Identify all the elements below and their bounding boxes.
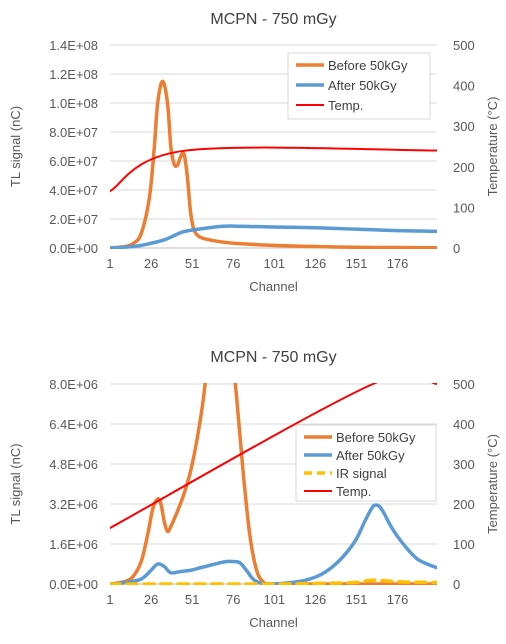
y-tick-label: 0.0E+00 xyxy=(49,577,98,592)
y-tick-label: 1.2E+08 xyxy=(49,67,98,82)
legend: Before 50kGy After 50kGy Temp. xyxy=(287,52,431,120)
y-axis-label: TL signal (nC) xyxy=(8,106,23,187)
y-tick-label: 8.0E+07 xyxy=(49,125,98,140)
x-tick-label: 26 xyxy=(144,592,158,607)
x-tick-label: 1 xyxy=(106,592,113,607)
legend-label: Temp. xyxy=(336,484,371,499)
y2-tick-label: 400 xyxy=(453,417,475,432)
y-tick-label: 2.0E+07 xyxy=(49,212,98,227)
y-tick-label: 4.0E+07 xyxy=(49,183,98,198)
x-tick-label: 151 xyxy=(346,592,368,607)
x-tick-label: 1 xyxy=(106,256,113,271)
series-line-ir-signal xyxy=(110,578,437,585)
x-axis-label: Channel xyxy=(249,279,298,294)
x-tick-label: 101 xyxy=(263,592,285,607)
y-tick-label: 1.0E+08 xyxy=(49,96,98,111)
x-axis-label: Channel xyxy=(249,615,298,630)
y2-tick-label: 500 xyxy=(453,38,475,53)
y2-tick-label: 300 xyxy=(453,119,475,134)
y-tick-label: 4.8E+06 xyxy=(49,457,98,472)
series-group xyxy=(110,79,437,249)
y-tick-label: 1.4E+08 xyxy=(49,38,98,53)
y-tick-label: 3.2E+06 xyxy=(49,497,98,512)
legend-label: IR signal xyxy=(336,466,387,481)
y-tick-label: 6.4E+06 xyxy=(49,417,98,432)
series-line-after-50kgy xyxy=(110,503,437,585)
series-line-after-50kgy xyxy=(110,224,437,249)
series-group xyxy=(110,383,437,585)
chart-2: MCPN - 750 mGy 0.0E+00 1.6E+06 3.2E+06 4.8E+… xyxy=(8,349,500,630)
x-tick-label: 126 xyxy=(305,592,327,607)
x-tick-label: 151 xyxy=(346,256,368,271)
y2-tick-label: 100 xyxy=(453,200,475,215)
y-tick-label: 8.0E+06 xyxy=(49,377,98,392)
y-tick-label: 1.6E+06 xyxy=(49,537,98,552)
chart-title: MCPN - 750 mGy xyxy=(210,11,336,28)
chart-1: MCPN - 750 mGy 0.0E+00 2.0E+07 4.0E+07 6.0E+… xyxy=(8,11,500,294)
x-tick-label: 51 xyxy=(185,592,199,607)
legend-label: Before 50kGy xyxy=(328,58,408,73)
x-tick-label: 51 xyxy=(185,256,199,271)
x-tick-label: 101 xyxy=(263,256,285,271)
x-tick-label: 176 xyxy=(387,256,409,271)
y2-axis-label: Temperature (°C) xyxy=(485,97,500,197)
x-tick-label: 126 xyxy=(305,256,327,271)
y-tick-label: 0.0E+00 xyxy=(49,241,98,256)
x-tick-label: 76 xyxy=(226,592,240,607)
y-axis-label: TL signal (nC) xyxy=(8,443,23,524)
legend-label: Temp. xyxy=(328,98,363,113)
y2-tick-label: 100 xyxy=(453,537,475,552)
series-line-temp xyxy=(110,146,437,193)
y2-tick-label: 500 xyxy=(453,377,475,392)
series-line-before-50kgy xyxy=(110,79,437,249)
y2-tick-label: 0 xyxy=(453,241,460,256)
y2-tick-label: 200 xyxy=(453,497,475,512)
x-tick-label: 26 xyxy=(144,256,158,271)
y2-tick-label: 0 xyxy=(453,577,460,592)
x-tick-label: 76 xyxy=(226,256,240,271)
y2-tick-label: 300 xyxy=(453,457,475,472)
legend-label: After 50kGy xyxy=(328,78,397,93)
y-tick-label: 6.0E+07 xyxy=(49,154,98,169)
legend-label: After 50kGy xyxy=(336,448,405,463)
chart-title: MCPN - 750 mGy xyxy=(210,349,336,366)
y2-tick-label: 400 xyxy=(453,79,475,94)
series-line-temp xyxy=(110,383,437,529)
legend: Before 50kGy After 50kGy IR signal Temp. xyxy=(295,424,437,502)
y2-tick-label: 200 xyxy=(453,160,475,175)
y2-axis-label: Temperature (°C) xyxy=(485,434,500,534)
x-tick-label: 176 xyxy=(387,592,409,607)
legend-label: Before 50kGy xyxy=(336,430,416,445)
